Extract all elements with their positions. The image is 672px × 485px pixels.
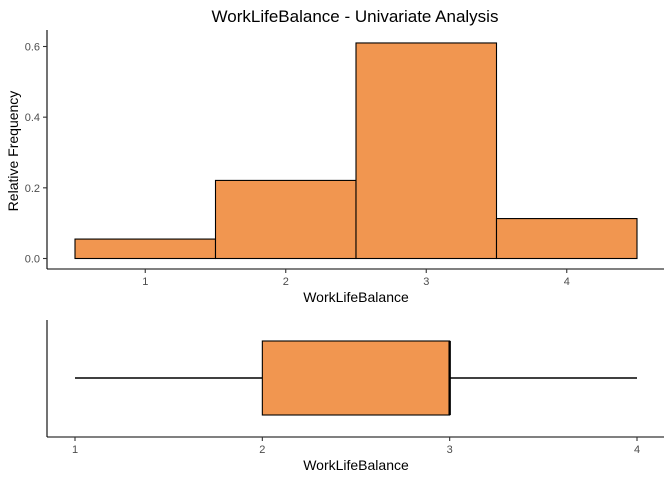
hist-y-tick-label: 0.6 [25,42,40,54]
hist-x-tick-label: 2 [283,276,289,288]
hist-bar [495,218,638,260]
hist-y-tick-label: 0.4 [25,112,40,124]
hist-bar [74,238,217,260]
hist-x-tick-label: 4 [564,276,570,288]
box-iqr [261,340,451,416]
box-x-tick-label: 4 [634,444,640,456]
hist-y-axis-label: Relative Frequency [5,91,21,212]
histogram-panel: 0.0 0.2 0.4 0.6 1 2 3 4 [25,30,664,288]
box-x-tick-label: 1 [72,444,78,456]
box-x-axis-label: WorkLifeBalance [303,457,409,473]
box-x-tick-label: 3 [447,444,453,456]
boxplot-panel: 1 2 3 4 [46,320,664,456]
hist-x-axis-label: WorkLifeBalance [303,289,409,305]
hist-y-tick-label: 0.0 [25,254,40,266]
hist-x-tick-label: 3 [423,276,429,288]
hist-bar [355,42,498,260]
hist-x-tick-label: 1 [142,276,148,288]
hist-y-tick-label: 0.2 [25,183,40,195]
chart-title: WorkLifeBalance - Univariate Analysis [212,7,499,26]
box-x-tick-label: 2 [259,444,265,456]
hist-bar [214,179,357,260]
